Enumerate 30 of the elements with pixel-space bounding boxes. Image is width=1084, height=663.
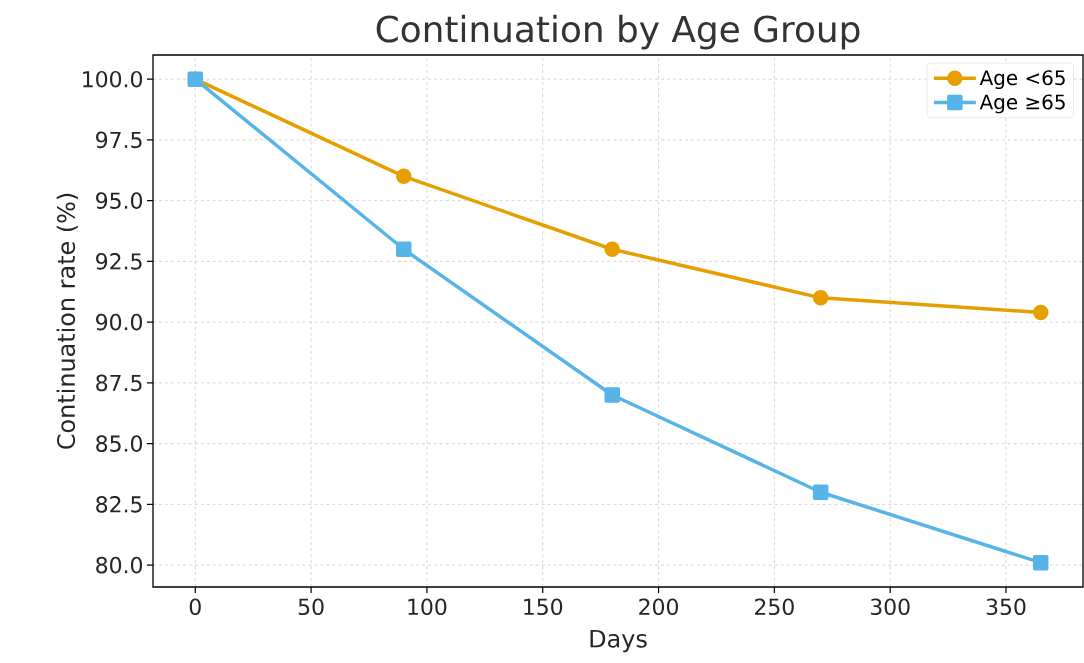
x-axis-title: Days — [590, 629, 647, 653]
y-tick-label: 87.5 — [96, 374, 142, 392]
y-tick-label: 90.0 — [96, 313, 143, 331]
x-tick-label: 50 — [298, 598, 324, 616]
chart-title: Continuation by Age Group — [376, 14, 860, 50]
y-axis-title: Continuation rate (%) — [56, 193, 78, 449]
point — [812, 484, 829, 500]
x-tick-label: 200 — [639, 598, 678, 616]
y-tick-label: 97.5 — [96, 131, 142, 149]
x-tick-label: 100 — [408, 598, 447, 616]
y-tick-label: 92.5 — [96, 253, 142, 270]
y-tick-label: 95.0 — [96, 192, 143, 209]
y-tick-label: 100.0 — [83, 70, 143, 88]
x-tick-label: 0 — [189, 598, 201, 616]
x-tick-label: 250 — [755, 598, 794, 616]
legend-label: Age <65 — [979, 70, 1065, 90]
point — [396, 241, 412, 257]
point — [396, 168, 412, 185]
x-tick-label: 300 — [870, 598, 910, 616]
x-tick-label: 150 — [524, 598, 563, 616]
legend-label: Age ≥65 — [979, 94, 1065, 114]
y-tick-label: 85.0 — [96, 435, 143, 452]
y-tick-label: 80.0 — [96, 556, 143, 574]
point — [604, 387, 620, 403]
x-tick-label: 350 — [986, 598, 1026, 616]
point — [1032, 554, 1049, 571]
point — [604, 241, 620, 257]
point — [1032, 304, 1049, 321]
point — [812, 290, 829, 306]
y-tick-label: 82.5 — [96, 496, 142, 513]
